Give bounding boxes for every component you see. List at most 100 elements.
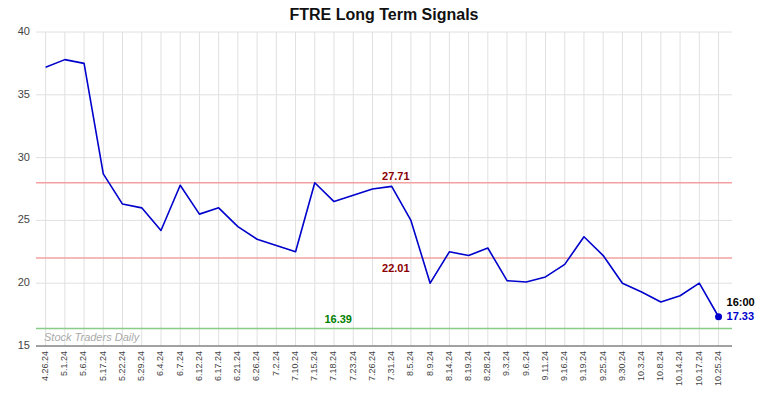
x-grid-line <box>160 32 161 346</box>
annotation: 16.39 <box>324 313 352 325</box>
x-grid-line <box>410 32 411 346</box>
x-grid-line <box>468 32 469 346</box>
x-tick-label: 6.12.24 <box>194 351 204 381</box>
reference-line <box>36 257 732 259</box>
x-tick-label: 10.14.24 <box>674 351 684 386</box>
x-grid-line <box>449 32 450 346</box>
x-grid-line <box>391 32 392 346</box>
x-grid-line <box>564 32 565 346</box>
x-tick-label: 9.3.24 <box>501 351 511 376</box>
x-tick-label: 9.25.24 <box>598 351 608 381</box>
chart: 15 20 25 30 35 40 4.26.24 5.1.24 5.6.24 5.17.24 5.… <box>0 0 784 398</box>
x-tick-label: 8.14.24 <box>444 351 454 381</box>
grid <box>36 32 732 346</box>
x-tick-label: 6.4.24 <box>155 351 165 376</box>
x-axis-line <box>36 346 732 347</box>
x-grid-line <box>314 32 315 346</box>
x-tick-label: 8.28.24 <box>482 351 492 381</box>
last-point <box>715 313 722 320</box>
watermark: Stock Traders Daily <box>44 331 141 343</box>
x-tick-label: 8.19.24 <box>463 351 473 381</box>
x-tick-label: 7.23.24 <box>348 351 358 381</box>
x-tick-label: 5.6.24 <box>78 351 88 376</box>
y-tick-label: 30 <box>18 151 30 163</box>
x-tick-label: 10.25.24 <box>713 351 723 386</box>
x-grid-line <box>603 32 604 346</box>
x-tick-label: 7.15.24 <box>309 351 319 381</box>
x-grid-line <box>45 32 46 346</box>
x-tick-label: 6.21.24 <box>232 351 242 381</box>
x-tick-label: 5.17.24 <box>98 351 108 381</box>
x-tick-label: 6.17.24 <box>213 351 223 381</box>
x-grid-line <box>545 32 546 346</box>
x-tick-label: 9.30.24 <box>617 351 627 381</box>
x-grid-line <box>103 32 104 346</box>
price-line <box>46 60 719 317</box>
x-tick-label: 7.2.24 <box>271 351 281 376</box>
y-tick-label: 15 <box>18 339 30 351</box>
title: FTRE Long Term Signals <box>289 6 478 23</box>
x-grid-line <box>199 32 200 346</box>
x-grid-line <box>276 32 277 346</box>
y-tick-label: 40 <box>18 25 30 37</box>
x-grid-line <box>641 32 642 346</box>
x-grid-line <box>430 32 431 346</box>
x-tick-label: 8.9.24 <box>425 351 435 376</box>
x-grid-line <box>583 32 584 346</box>
x-tick-label: 6.7.24 <box>175 351 185 376</box>
x-grid-line <box>237 32 238 346</box>
x-tick-label: 7.18.24 <box>328 351 338 381</box>
y-axis: 15 20 25 30 35 40 <box>18 25 30 351</box>
x-grid-line <box>526 32 527 346</box>
x-grid-line <box>718 32 719 346</box>
page: {"chart_data": {"type": "line", "title":… <box>0 0 784 398</box>
x-tick-label: 9.6.24 <box>521 351 531 376</box>
annotation: 22.01 <box>382 262 410 274</box>
y-grid-line <box>36 94 732 95</box>
x-tick-label: 9.16.24 <box>559 351 569 381</box>
y-grid-line <box>36 346 732 347</box>
annotation: 27.71 <box>382 170 410 182</box>
x-grid-line <box>218 32 219 346</box>
x-grid-line <box>84 32 85 346</box>
y-tick-label: 25 <box>18 213 30 225</box>
x-tick-label: 4.26.24 <box>40 351 50 381</box>
y-tick-label: 35 <box>18 88 30 100</box>
x-axis: 4.26.24 5.1.24 5.6.24 5.17.24 5.22.24 5.29.24… <box>36 346 732 386</box>
x-tick-label: 8.5.24 <box>405 351 415 376</box>
x-tick-label: 5.29.24 <box>136 351 146 381</box>
x-grid-line <box>660 32 661 346</box>
x-tick-label: 5.1.24 <box>59 351 69 376</box>
x-grid-line <box>507 32 508 346</box>
x-tick-label: 7.10.24 <box>290 351 300 381</box>
x-grid-line <box>295 32 296 346</box>
annotation: 16:00 <box>727 296 755 308</box>
x-grid-line <box>699 32 700 346</box>
x-tick-label: 6.26.24 <box>251 351 261 381</box>
x-grid-line <box>353 32 354 346</box>
x-grid-line <box>141 32 142 346</box>
reference-line <box>36 328 732 330</box>
x-grid-line <box>487 32 488 346</box>
plot-area <box>36 60 732 329</box>
x-tick-label: 10.17.24 <box>694 351 704 386</box>
y-grid-line <box>36 157 732 158</box>
x-grid-line <box>622 32 623 346</box>
y-tick-label: 20 <box>18 276 30 288</box>
y-grid-line <box>36 32 732 33</box>
x-grid-line <box>257 32 258 346</box>
x-tick-label: 7.31.24 <box>386 351 396 381</box>
x-tick-label: 9.19.24 <box>578 351 588 381</box>
annotation: 17.33 <box>727 310 755 322</box>
x-grid-line <box>180 32 181 346</box>
x-tick-label: 9.11.24 <box>540 351 550 380</box>
x-grid-line <box>334 32 335 346</box>
x-grid-line <box>680 32 681 346</box>
x-tick-label: 10.3.24 <box>636 351 646 381</box>
x-tick-label: 7.26.24 <box>367 351 377 381</box>
x-grid-line <box>64 32 65 346</box>
y-grid-line <box>36 283 732 284</box>
y-grid-line <box>36 220 732 221</box>
x-grid-line <box>122 32 123 346</box>
x-tick-label: 5.22.24 <box>117 351 127 381</box>
